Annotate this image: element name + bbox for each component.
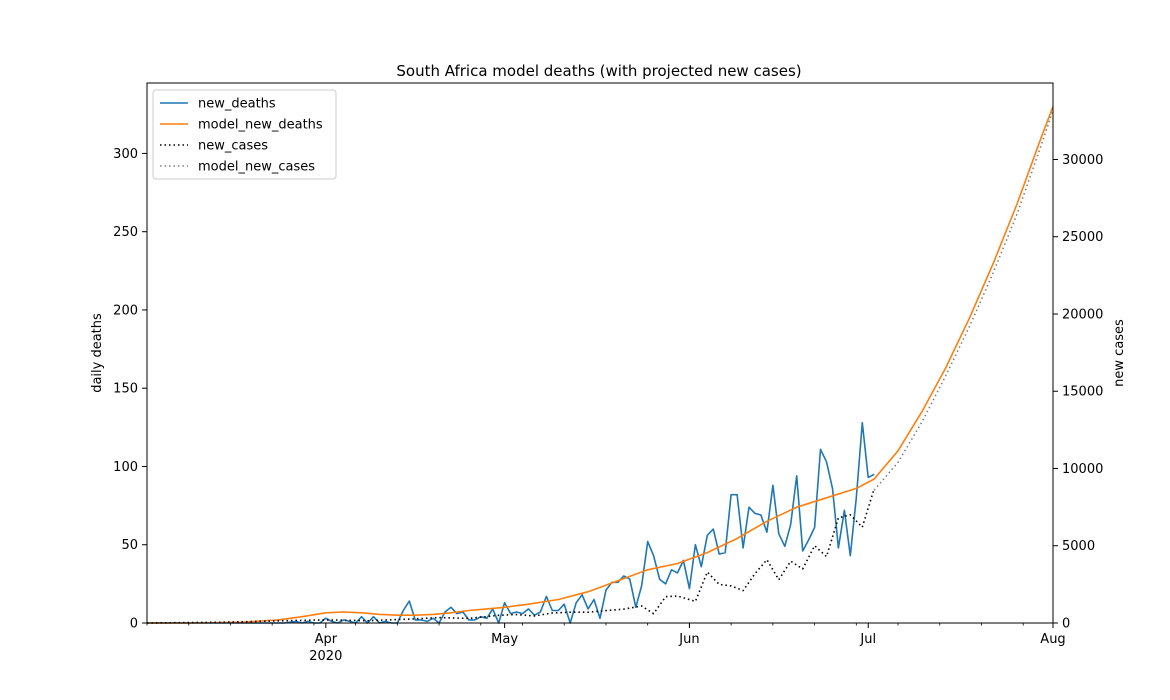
series-line-new-deaths [147, 421, 875, 624]
legend-box [152, 89, 337, 180]
y-left-axis: 0 50 100 150 200 250 300 [113, 147, 147, 632]
series-line-new-cases [146, 488, 875, 624]
y-left-tick-label: 200 [113, 303, 138, 318]
x-tick-label: Aug [1040, 632, 1065, 647]
y-right-axis: 0 5000 10000 15000 20000 25000 30000 [1053, 153, 1103, 632]
y-right-tick-label: 20000 [1062, 307, 1103, 322]
x-tick-label: Jul [859, 632, 876, 647]
x-tick-label: May [491, 632, 518, 647]
x-axis: Apr 2020 May Jun Jul Aug [146, 623, 1066, 664]
y-right-tick-label: 30000 [1062, 153, 1103, 168]
x-tick-label: Apr [315, 632, 338, 647]
y-left-tick-label: 250 [113, 225, 138, 240]
y-right-tick-label: 0 [1062, 617, 1070, 632]
y-right-tick-label: 5000 [1062, 539, 1095, 554]
x-tick-label: Jun [678, 632, 699, 647]
plot-frame [146, 82, 1054, 624]
y-right-tick-label: 10000 [1062, 462, 1103, 477]
y-left-tick-label: 150 [113, 382, 138, 397]
y-left-tick-label: 50 [121, 538, 138, 553]
legend-label-model-new-cases: model_new_cases [198, 160, 315, 175]
y-left-tick-label: 100 [113, 460, 138, 475]
y-left-tick-label: 300 [113, 147, 138, 162]
legend-label-model-new-deaths: model_new_deaths [198, 118, 323, 133]
legend-label-new-deaths: new_deaths [198, 97, 276, 112]
y-right-axis-label: new cases [1112, 319, 1127, 387]
y-left-axis-label: daily deaths [90, 313, 105, 393]
legend-label-new-cases: new_cases [198, 139, 268, 154]
series-line-model-new-cases [873, 109, 1054, 491]
series-line-model-new-deaths [147, 106, 1054, 624]
y-right-tick-label: 25000 [1062, 230, 1103, 245]
y-left-tick-label: 0 [130, 617, 138, 632]
y-right-tick-label: 15000 [1062, 385, 1103, 400]
x-tick-sublabel: 2020 [309, 649, 342, 664]
series-layer [146, 106, 1054, 624]
chart-title: South Africa model deaths (with projecte… [396, 62, 801, 80]
legend: new_deaths model_new_deaths new_casesmodel… [152, 89, 337, 180]
